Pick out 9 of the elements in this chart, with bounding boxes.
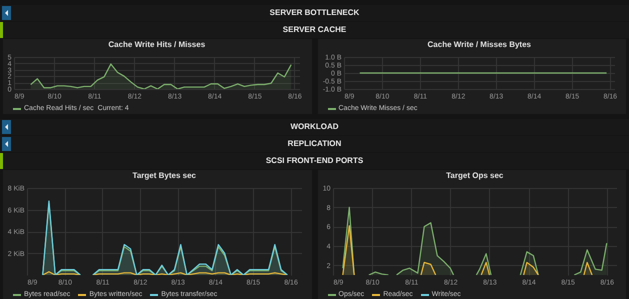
chart-title: Target Ops sec	[446, 171, 504, 180]
chart-title: Cache Write Hits / Misses	[108, 40, 206, 49]
text: SCSI FRONT-END PORTS	[0, 153, 629, 169]
text: WORKLOAD	[0, 119, 629, 135]
text: SERVER BOTTLENECK	[0, 5, 629, 21]
chart-title: Target Bytes sec	[132, 171, 197, 180]
text: REPLICATION	[0, 136, 629, 152]
text: SERVER CACHE	[0, 22, 629, 38]
chart-title: Cache Write / Misses Bytes	[427, 40, 532, 49]
